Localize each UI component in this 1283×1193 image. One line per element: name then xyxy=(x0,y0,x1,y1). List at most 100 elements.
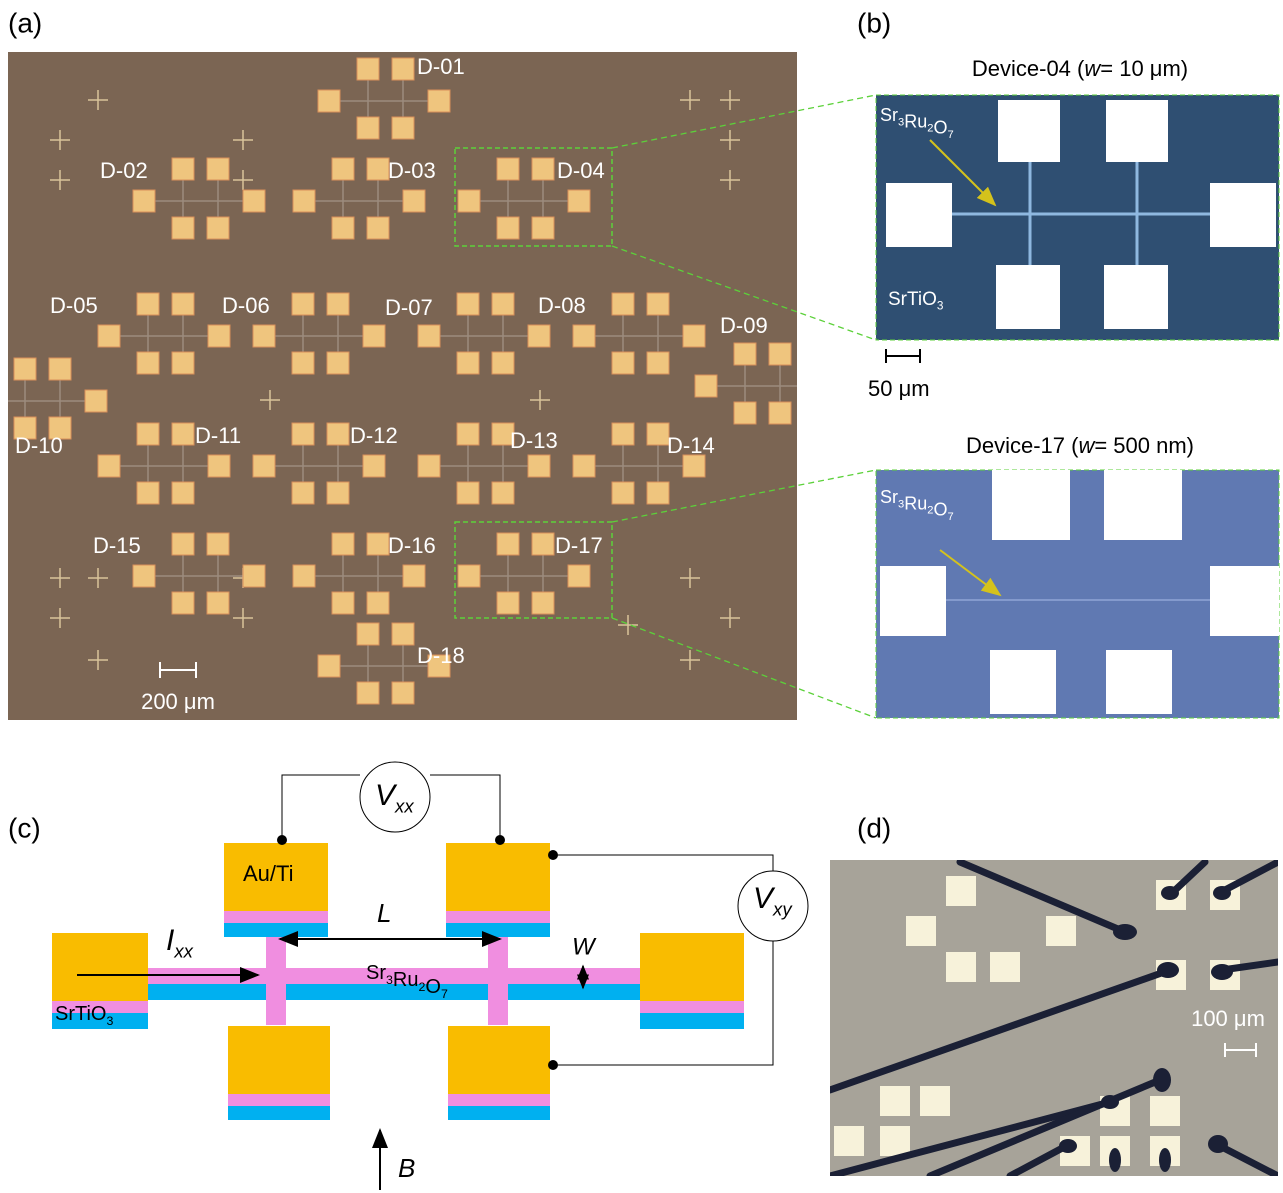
device-label: D-15 xyxy=(93,533,141,558)
hall-bar xyxy=(275,315,363,352)
contact-pad xyxy=(356,116,380,140)
text-part: Device-17 ( xyxy=(966,433,1079,458)
text-part: Sr xyxy=(880,487,898,507)
text-part: SrTiO xyxy=(55,1003,106,1025)
contact-pad xyxy=(326,292,350,316)
text-part: Device-04 ( xyxy=(972,56,1085,81)
contact-pad xyxy=(326,422,350,446)
voltmeter-label: Vxx xyxy=(375,779,414,816)
subscript: 7 xyxy=(947,129,953,141)
hall-bar xyxy=(717,365,797,402)
contact-pad xyxy=(402,189,426,213)
contact-pads xyxy=(880,470,1279,714)
alignment-mark xyxy=(50,130,70,150)
hall-bar xyxy=(340,645,428,682)
contact-pad xyxy=(317,89,341,113)
material-label: Sr3Ru2O7 xyxy=(880,105,954,141)
device-label: D-13 xyxy=(510,428,558,453)
width-label: W xyxy=(572,933,597,960)
alignment-mark xyxy=(50,170,70,190)
contact-pad xyxy=(391,681,415,705)
device-label: D-05 xyxy=(50,293,98,318)
alignment-mark xyxy=(720,130,740,150)
contact-pad xyxy=(427,654,451,678)
scale-label: 200 μm xyxy=(141,689,215,714)
text-part: Ru xyxy=(904,111,927,131)
device-label: D-12 xyxy=(350,423,398,448)
subscript: 2 xyxy=(927,123,933,135)
contact-pad xyxy=(456,292,480,316)
contact-pad xyxy=(611,292,635,316)
hall-bar xyxy=(595,315,683,352)
device-label: D-09 xyxy=(720,313,768,338)
device-label: D-02 xyxy=(100,158,148,183)
devices xyxy=(8,57,797,705)
device-label: D-07 xyxy=(385,295,433,320)
substrate-label: SrTiO3 xyxy=(888,289,944,313)
contact-pad xyxy=(331,216,355,240)
contact-pad xyxy=(242,189,266,213)
hall-bar xyxy=(440,445,528,482)
image-title: Device-04 (w= 10 μm) xyxy=(972,56,1188,81)
contact-pad xyxy=(48,357,72,381)
contact-pad xyxy=(326,351,350,375)
subscript: xx xyxy=(173,940,193,961)
contact-pad xyxy=(366,532,390,556)
contact-pad xyxy=(531,216,555,240)
subscript: 7 xyxy=(441,987,448,1001)
alignment-mark xyxy=(50,568,70,588)
contact-pad xyxy=(206,591,230,615)
hall-bar xyxy=(480,555,568,592)
contact-pad xyxy=(456,481,480,505)
contact-pad xyxy=(292,564,316,588)
contact-pad xyxy=(768,342,792,366)
device-label: D-11 xyxy=(195,423,241,448)
text-part: = 500 nm) xyxy=(1094,433,1194,458)
contact-pad xyxy=(171,216,195,240)
contact-pad xyxy=(171,157,195,181)
contact-pad xyxy=(457,564,481,588)
contact-pad xyxy=(366,591,390,615)
alignment-mark xyxy=(88,568,108,588)
contact-pad xyxy=(531,157,555,181)
contact-pad xyxy=(457,189,481,213)
alignment-mark xyxy=(720,170,740,190)
contact-pad xyxy=(97,324,121,348)
contact-pad xyxy=(391,57,415,81)
contact-pad xyxy=(171,532,195,556)
alignment-mark xyxy=(530,390,550,410)
current-label: Ixx xyxy=(166,924,194,961)
contact-pad xyxy=(356,622,380,646)
material-label: Sr3Ru2O7 xyxy=(880,487,954,523)
device-label: D-08 xyxy=(538,293,586,318)
contact-pad xyxy=(291,422,315,446)
contact-pad xyxy=(567,189,591,213)
text-part: w xyxy=(1078,433,1096,458)
contact-pad xyxy=(136,422,160,446)
zoom-box xyxy=(454,521,613,619)
text-part: V xyxy=(375,779,398,812)
hall-bar xyxy=(340,80,428,117)
contact-pad xyxy=(242,564,266,588)
subscript: 2 xyxy=(927,505,933,517)
text-part: Sr xyxy=(366,962,386,984)
contact-pad xyxy=(694,374,718,398)
contact-pad xyxy=(527,324,551,348)
device-label: D-06 xyxy=(222,293,270,318)
contact-pad xyxy=(331,532,355,556)
alignment-mark xyxy=(50,608,70,628)
device-label: D-14 xyxy=(667,433,715,458)
device-label: D-01 xyxy=(417,54,465,79)
contact-pad xyxy=(527,454,551,478)
subscript: 3 xyxy=(898,498,904,510)
contact-pad xyxy=(171,351,195,375)
text-part: = 10 μm) xyxy=(1100,56,1188,81)
subscript: 3 xyxy=(106,1014,113,1028)
contact-pad xyxy=(491,422,515,446)
text-part: Ru xyxy=(393,969,419,991)
field-label: B xyxy=(398,1153,415,1183)
contact-pad xyxy=(13,416,37,440)
contact-pad xyxy=(733,342,757,366)
alignment-mark xyxy=(720,608,740,628)
contact-pad xyxy=(291,351,315,375)
